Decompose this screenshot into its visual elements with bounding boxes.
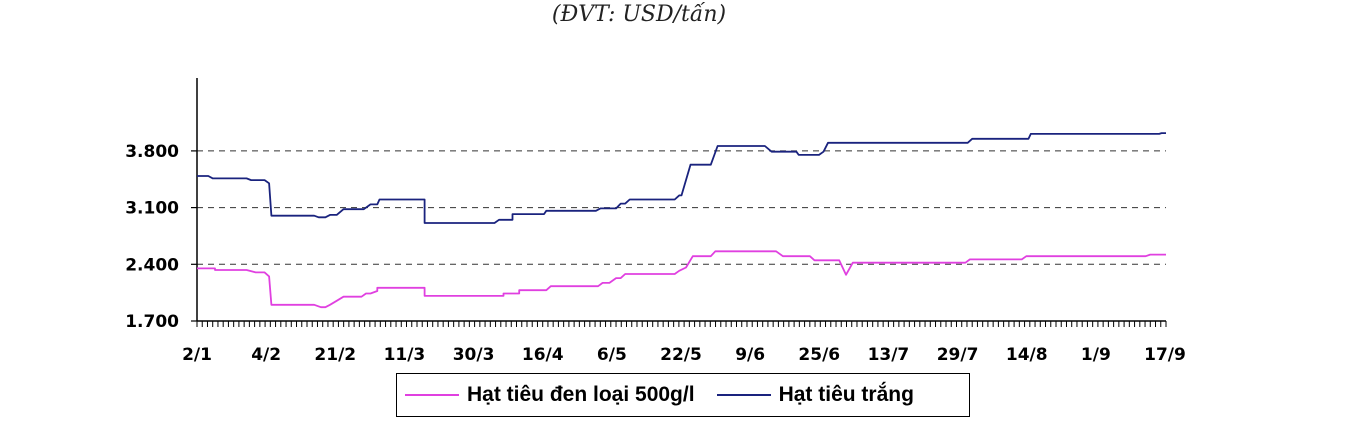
unit-label: (ĐVT: USD/tấn) [551, 2, 727, 27]
x-tick-label: 6/5 [597, 345, 627, 365]
legend-label-white-pepper: Hạt tiêu trắng [778, 383, 914, 406]
x-tick-label: 22/5 [660, 345, 702, 365]
y-tick-label: 2.400 [125, 255, 179, 275]
y-tick-label: 3.100 [125, 199, 179, 219]
gridlines [197, 150, 1166, 265]
y-axis-ticks: 1.700 2.400 3.100 3.800 [125, 142, 197, 332]
y-tick-label: 3.800 [125, 142, 179, 162]
x-tick-label: 30/3 [453, 345, 495, 365]
legend-swatch-white-pepper [716, 394, 771, 396]
x-axis-ticks: 2/1 4/2 21/2 11/3 30/3 16/4 6/5 22/5 9/6 25/6 13/7… [182, 321, 1186, 365]
axes [196, 78, 1166, 322]
x-tick-label: 16/4 [522, 345, 564, 365]
x-tick-label: 9/6 [735, 345, 765, 365]
x-tick-label: 13/7 [868, 345, 910, 365]
legend-item-black-pepper: Hạt tiêu đen loại 500g/l [405, 383, 695, 407]
x-tick-label: 29/7 [937, 345, 979, 365]
series-line-black-pepper [197, 250, 1166, 309]
y-tick-label: 1.700 [125, 312, 179, 332]
series-line-white-pepper [197, 132, 1166, 224]
series-lines [197, 132, 1166, 309]
legend-swatch-black-pepper [405, 394, 459, 396]
x-tick-label: 1/9 [1081, 345, 1111, 365]
x-tick-label: 14/8 [1006, 345, 1048, 365]
x-tick-label: 4/2 [251, 345, 281, 365]
x-tick-label: 25/6 [798, 345, 840, 365]
legend-item-white-pepper: Hạt tiêu trắng [716, 383, 914, 407]
legend-label-black-pepper: Hạt tiêu đen loại 500g/l [467, 383, 695, 406]
x-tick-label: 21/2 [314, 345, 356, 365]
legend: Hạt tiêu đen loại 500g/l Hạt tiêu trắng [396, 373, 970, 417]
x-tick-label: 17/9 [1144, 345, 1186, 365]
x-tick-label: 11/3 [384, 345, 426, 365]
x-tick-label: 2/1 [182, 345, 212, 365]
